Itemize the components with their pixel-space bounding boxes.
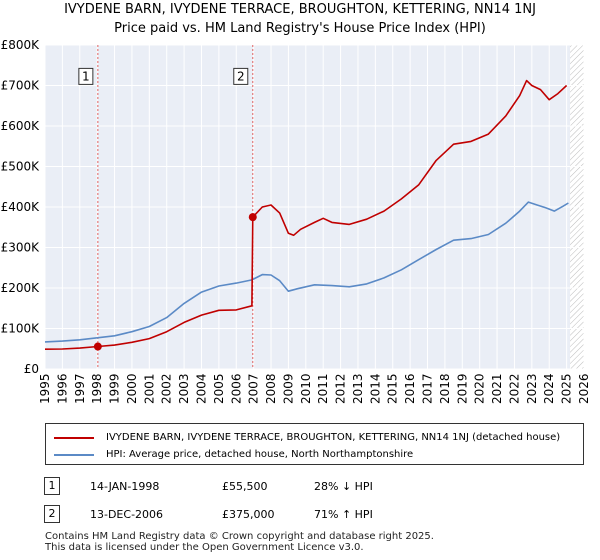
x-tick-label: 2024	[542, 373, 556, 404]
transaction-hpi: 71% ↑ HPI	[314, 508, 373, 521]
legend-label-hpi: HPI: Average price, detached house, Nort…	[106, 449, 414, 460]
footer-line-1: Contains HM Land Registry data © Crown c…	[45, 531, 434, 542]
transaction-price: £55,500	[222, 480, 268, 493]
x-tick-label: 2011	[316, 373, 330, 404]
x-tick-label: 2020	[473, 373, 487, 404]
x-tick-label: 2013	[351, 373, 365, 404]
marker-box	[78, 67, 94, 85]
x-tick-label: 2002	[160, 373, 174, 404]
x-tick-label: 2021	[490, 373, 504, 404]
x-tick-label: 2001	[142, 373, 156, 404]
x-tick-label: 2012	[334, 373, 348, 404]
marker-label: 2	[237, 69, 245, 83]
x-tick-label: 2016	[403, 373, 417, 404]
x-tick-label: 2000	[125, 373, 139, 404]
sale-point	[93, 342, 102, 351]
sale-point	[248, 213, 257, 222]
y-tick-label: £400K	[1, 200, 41, 214]
x-tick-label: 1999	[108, 373, 122, 404]
title-line-1: IVYDENE BARN, IVYDENE TERRACE, BROUGHTON…	[64, 2, 536, 17]
y-tick-label: £600K	[1, 119, 41, 133]
y-tick-label: £0	[24, 362, 39, 376]
x-tick-label: 2008	[264, 373, 278, 404]
y-tick-label: £700K	[1, 79, 41, 93]
transaction-badge: 1	[44, 477, 60, 495]
transaction-date: 13-DEC-2006	[90, 508, 164, 521]
x-tick-label: 1998	[90, 373, 104, 404]
x-tick-label: 2014	[368, 373, 382, 404]
x-tick-label: 2022	[507, 373, 521, 404]
legend-item-hpi: HPI: Average price, detached house, Nort…	[54, 449, 413, 460]
legend-swatch-hpi	[54, 453, 94, 456]
marker-box	[233, 67, 249, 85]
x-tick-label: 1996	[55, 373, 69, 404]
x-tick-label: 2026	[577, 373, 591, 404]
legend-label-property: IVYDENE BARN, IVYDENE TERRACE, BROUGHTON…	[106, 432, 561, 443]
title-line-2: Price paid vs. HM Land Registry's House …	[114, 21, 486, 36]
legend-swatch-property	[54, 436, 94, 439]
y-tick-label: £300K	[1, 241, 41, 255]
legend: IVYDENE BARN, IVYDENE TERRACE, BROUGHTON…	[45, 423, 584, 465]
legend-item-property: IVYDENE BARN, IVYDENE TERRACE, BROUGHTON…	[54, 432, 560, 443]
price-chart: 1 2 £0 £100K £200K £300K £400K £500K £600K £700K…	[1, 38, 591, 404]
property-series-line	[44, 79, 568, 350]
x-tick-label: 2007	[247, 373, 261, 404]
x-tick-label: 2015	[386, 373, 400, 404]
x-tick-label: 2009	[281, 373, 295, 404]
y-tick-label: £800K	[1, 38, 41, 52]
x-tick-label: 2023	[525, 373, 539, 404]
x-tick-label: 2006	[229, 373, 243, 404]
marker-label: 1	[82, 69, 90, 83]
x-tick-label: 2005	[212, 373, 226, 404]
transaction-price: £375,000	[222, 508, 275, 521]
x-tick-label: 2025	[560, 373, 574, 404]
y-tick-label: £200K	[1, 281, 41, 295]
transaction-row: 2 13-DEC-2006 £375,000 71% ↑ HPI	[0, 505, 600, 527]
y-tick-label: £500K	[1, 160, 41, 174]
transaction-hpi: 28% ↓ HPI	[314, 480, 373, 493]
x-tick-label: 2017	[421, 373, 435, 404]
x-tick-label: 2018	[438, 373, 452, 404]
transaction-badge: 2	[44, 505, 60, 523]
footer: Contains HM Land Registry data © Crown c…	[45, 531, 434, 553]
footer-line-2: This data is licensed under the Open Gov…	[45, 542, 364, 553]
x-tick-label: 2019	[455, 373, 469, 404]
hpi-series-line	[44, 201, 569, 343]
x-tick-label: 2004	[194, 373, 208, 404]
transaction-row: 1 14-JAN-1998 £55,500 28% ↓ HPI	[0, 477, 600, 499]
chart-title: IVYDENE BARN, IVYDENE TERRACE, BROUGHTON…	[0, 0, 600, 38]
x-tick-label: 2010	[299, 373, 313, 404]
y-tick-label: £100K	[1, 322, 41, 336]
x-tick-label: 2003	[177, 373, 191, 404]
x-tick-label: 1997	[73, 373, 87, 404]
x-tick-label: 1995	[38, 373, 52, 404]
transaction-date: 14-JAN-1998	[90, 480, 160, 493]
